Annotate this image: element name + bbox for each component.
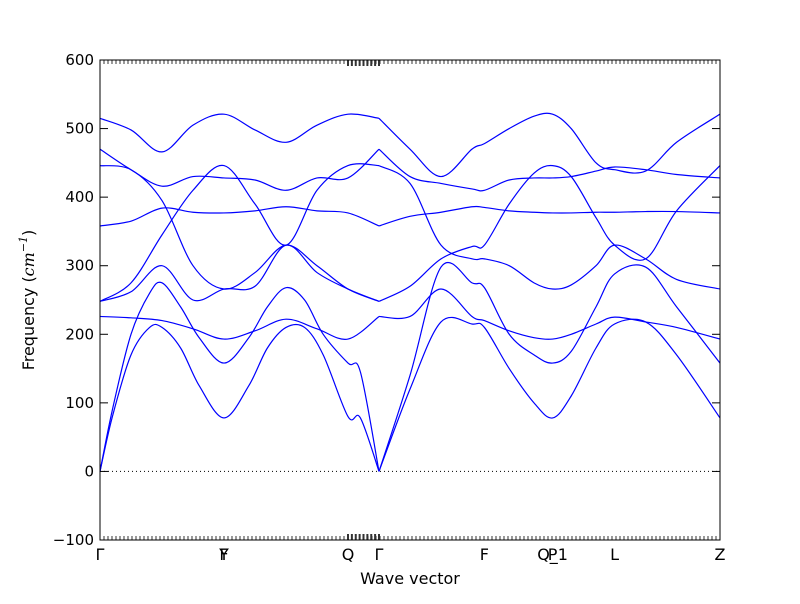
x-tick-label: P (548, 545, 558, 564)
plot-area (99, 112, 721, 472)
y-tick-label: 100 (65, 394, 94, 412)
series-line (378, 288, 721, 340)
series-line (378, 164, 721, 302)
y-axis-label-text: Frequency ( (19, 276, 38, 370)
y-axis-label-unit: cm (19, 252, 38, 276)
series-line (99, 281, 380, 472)
y-tick-label: 400 (65, 188, 94, 206)
y-tick-label: 200 (65, 325, 94, 343)
series-line (99, 323, 380, 472)
y-axis-label: Frequency (cm−1) (17, 230, 38, 371)
series-line (99, 315, 380, 340)
tick-marks (99, 59, 721, 541)
y-tick-label: 600 (65, 51, 94, 69)
y-axis-label-close: ) (19, 230, 38, 236)
series-line (99, 113, 380, 153)
plot-frame (99, 59, 721, 541)
x-tick-label: Y (218, 545, 229, 564)
x-tick-label: Q (342, 545, 355, 564)
x-tick-label: Q_1 (537, 545, 568, 565)
y-tick-label: 300 (65, 257, 94, 275)
series-line (99, 163, 380, 302)
x-tick-label: F (219, 545, 228, 564)
x-tick-label: Z (715, 545, 726, 564)
x-tick-label: F (480, 545, 489, 564)
y-tick-label: 0 (84, 462, 94, 480)
series-line (99, 206, 380, 227)
series-line (378, 316, 721, 472)
series-line (378, 112, 721, 178)
x-tick-label: Γ (96, 545, 105, 564)
series-line (99, 165, 380, 302)
y-tick-label: −100 (53, 531, 94, 549)
x-tick-label: L (610, 545, 619, 564)
series-line (378, 205, 721, 227)
series-line (378, 165, 721, 290)
x-axis-label: Wave vector (360, 569, 460, 588)
series-line (378, 261, 721, 472)
series-line (99, 148, 380, 191)
series-line (99, 244, 380, 302)
y-axis-label-exponent: −1 (17, 236, 30, 252)
series-line (378, 148, 721, 192)
y-tick-label: 500 (65, 120, 94, 138)
x-tick-label: Γ (375, 545, 384, 564)
